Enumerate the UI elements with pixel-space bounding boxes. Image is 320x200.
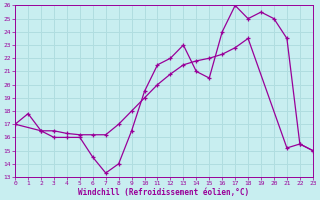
X-axis label: Windchill (Refroidissement éolien,°C): Windchill (Refroidissement éolien,°C) (78, 188, 250, 197)
